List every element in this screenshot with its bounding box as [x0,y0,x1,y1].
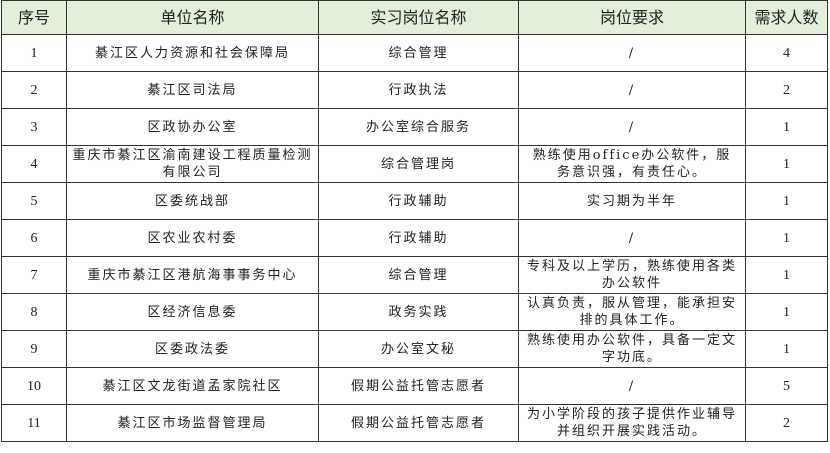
cell-position-name: 综合管理 [318,34,519,72]
cell-index: 5 [1,182,67,220]
cell-headcount: 2 [745,71,828,109]
internship-table: 序号 单位名称 实习岗位名称 岗位要求 需求人数 1 綦江区人力资源和社会保障局 综合管理 /… [1,0,828,442]
cell-requirements: / [518,367,746,405]
cell-position-name: 综合管理 [318,256,519,294]
cell-unit-name: 区农业农村委 [66,219,319,257]
cell-requirements: 专科及以上学历，熟练使用各类办公软件 [518,256,746,294]
cell-unit-name: 綦江区人力资源和社会保障局 [66,34,319,72]
cell-unit-name: 区政协办公室 [66,108,319,146]
cell-unit-name: 区委统战部 [66,182,319,220]
cell-position-name: 综合管理岗 [318,145,519,183]
table-row: 2 綦江区司法局 行政执法/2 [1,71,828,109]
cell-unit-name: 区经济信息委 [66,293,319,331]
cell-headcount: 2 [745,404,828,442]
cell-headcount: 1 [745,330,828,368]
cell-index: 11 [1,404,67,442]
cell-headcount: 1 [745,256,828,294]
cell-index: 1 [1,34,67,72]
cell-position-name: 办公室文秘 [318,330,519,368]
cell-unit-name: 重庆市綦江区渝南建设工程质量检测有限公司 [66,145,319,183]
cell-position-name: 行政执法 [318,71,519,109]
cell-unit-name: 区委政法委 [66,330,319,368]
cell-headcount: 1 [745,182,828,220]
cell-requirements: 认真负责，服从管理，能承担安排的具体工作。 [518,293,746,331]
cell-position-name: 行政辅助 [318,219,519,257]
table-row: 3 区政协办公室 办公室综合服务/1 [1,108,828,146]
cell-headcount: 5 [745,367,828,405]
header-requirements: 岗位要求 [518,0,746,35]
cell-headcount: 4 [745,34,828,72]
cell-headcount: 1 [745,293,828,331]
cell-index: 6 [1,219,67,257]
cell-requirements: / [518,71,746,109]
table-row: 10 綦江区文龙街道孟家院社区 假期公益托管志愿者/5 [1,367,828,405]
table-row: 9 区委政法委 办公室文秘 熟练使用办公软件，具备一定文字功底。 1 [1,330,828,368]
cell-index: 10 [1,367,67,405]
cell-requirements: 熟练使用办公软件，具备一定文字功底。 [518,330,746,368]
cell-index: 3 [1,108,67,146]
header-index: 序号 [1,0,67,35]
header-row: 序号 单位名称 实习岗位名称 岗位要求 需求人数 [1,0,828,35]
cell-index: 4 [1,145,67,183]
cell-index: 2 [1,71,67,109]
cell-requirements: 熟练使用office办公软件，服务意识强，有责任心。 [518,145,746,183]
cell-unit-name: 綦江区文龙街道孟家院社区 [66,367,319,405]
cell-unit-name: 重庆市綦江区港航海事事务中心 [66,256,319,294]
header-headcount: 需求人数 [745,0,828,35]
table-row: 7 重庆市綦江区港航海事事务中心 综合管理 专科及以上学历，熟练使用各类办公软件 1 [1,256,828,294]
cell-position-name: 办公室综合服务 [318,108,519,146]
cell-position-name: 行政辅助 [318,182,519,220]
cell-requirements: 实习期为半年 [518,182,746,220]
cell-headcount: 1 [745,145,828,183]
header-unit-name: 单位名称 [66,0,319,35]
cell-unit-name: 綦江区市场监督管理局 [66,404,319,442]
cell-position-name: 政务实践 [318,293,519,331]
cell-requirements: / [518,34,746,72]
cell-position-name: 假期公益托管志愿者 [318,404,519,442]
cell-requirements: / [518,108,746,146]
cell-headcount: 1 [745,219,828,257]
cell-index: 7 [1,256,67,294]
cell-requirements: 为小学阶段的孩子提供作业辅导并组织开展实践活动。 [518,404,746,442]
table-row: 4 重庆市綦江区渝南建设工程质量检测有限公司 综合管理岗 熟练使用office办公软件… [1,145,828,183]
cell-requirements: / [518,219,746,257]
cell-headcount: 1 [745,108,828,146]
table-row: 11 綦江区市场监督管理局 假期公益托管志愿者 为小学阶段的孩子提供作业辅导并组织开展… [1,404,828,442]
table-row: 5 区委统战部 行政辅助 实习期为半年 1 [1,182,828,220]
header-position-name: 实习岗位名称 [318,0,519,35]
table-row: 6 区农业农村委 行政辅助/1 [1,219,828,257]
table-row: 1 綦江区人力资源和社会保障局 综合管理/4 [1,34,828,72]
cell-index: 9 [1,330,67,368]
table-row: 8 区经济信息委 政务实践 认真负责，服从管理，能承担安排的具体工作。 1 [1,293,828,331]
cell-unit-name: 綦江区司法局 [66,71,319,109]
cell-index: 8 [1,293,67,331]
cell-position-name: 假期公益托管志愿者 [318,367,519,405]
